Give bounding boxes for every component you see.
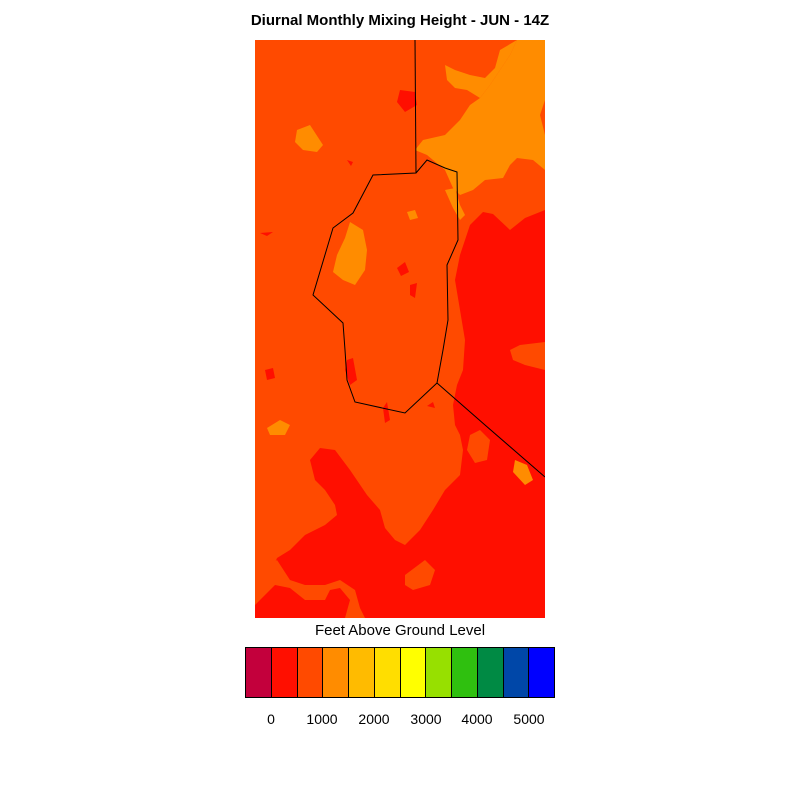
red-spot-9 <box>427 402 435 408</box>
colorbar-tick: 2000 <box>358 711 390 727</box>
orange-patch-south <box>513 460 533 485</box>
orange-patch-center-east <box>445 188 465 220</box>
red-orange-small-patch <box>405 560 435 590</box>
red-orange-east-patch <box>510 342 545 370</box>
colorbar-tick: 0 <box>267 711 275 727</box>
red-spot-7 <box>265 368 275 380</box>
colorbar <box>245 647 555 698</box>
colorbar-swatch <box>426 648 452 697</box>
colorbar-swatch <box>452 648 478 697</box>
colorbar-swatch <box>400 648 427 697</box>
boundary-lines <box>312 40 545 478</box>
colorbar-swatch <box>349 648 375 697</box>
orange-region-north <box>445 40 517 98</box>
red-spot-5 <box>410 283 417 298</box>
red-spot-2 <box>347 160 353 166</box>
mixing-height-map <box>255 40 545 618</box>
colorbar-tick: 5000 <box>513 711 545 727</box>
colorbar-swatch <box>503 648 530 697</box>
colorbar-ticks: 0 1000 2000 3000 4000 5000 <box>245 711 555 731</box>
colorbar-swatch <box>297 648 324 697</box>
colorbar-title: Feet Above Ground Level <box>314 622 486 639</box>
red-spot-1 <box>397 90 417 112</box>
red-spot-6 <box>345 358 357 385</box>
red-region-south <box>255 210 545 618</box>
orange-patch-center <box>333 222 367 285</box>
orange-patch-southwest <box>267 420 290 435</box>
lake-outline <box>312 159 459 414</box>
red-spot-4 <box>397 262 409 276</box>
colorbar-swatch <box>323 648 349 697</box>
orange-region-northeast <box>415 40 545 195</box>
colorbar-swatch <box>271 648 298 697</box>
map-title: Diurnal Monthly Mixing Height - JUN - 14… <box>250 12 550 29</box>
orange-patch-nw <box>295 125 323 152</box>
colorbar-swatch <box>374 648 401 697</box>
red-spot-3 <box>260 232 273 236</box>
red-orange-lobe <box>255 560 365 618</box>
red-orange-east-patch-2 <box>467 430 490 463</box>
state-line-southeast <box>436 382 545 478</box>
colorbar-swatch <box>477 648 504 697</box>
state-line-north <box>414 40 417 174</box>
colorbar-tick: 3000 <box>410 711 442 727</box>
colorbar-tick: 1000 <box>306 711 338 727</box>
orange-patch-small <box>407 210 418 220</box>
colorbar-swatch <box>529 648 554 697</box>
red-spot-8 <box>383 402 390 423</box>
colorbar-swatch <box>246 648 272 697</box>
colorbar-tick: 4000 <box>461 711 493 727</box>
